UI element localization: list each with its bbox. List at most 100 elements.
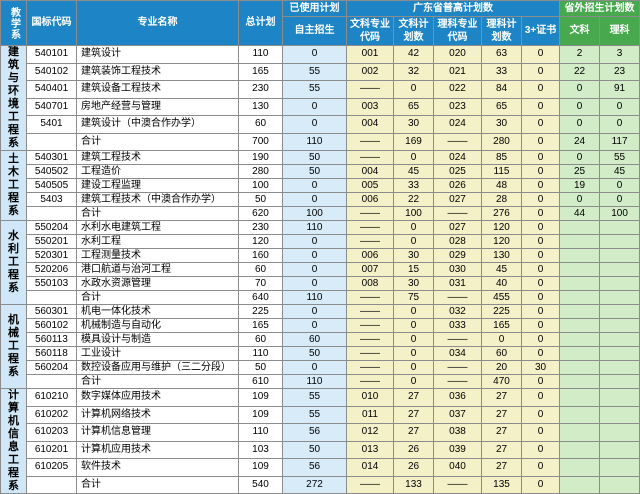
cell-self: 0 bbox=[282, 115, 347, 134]
cell-total: 120 bbox=[238, 234, 283, 249]
cell-self: 50 bbox=[282, 346, 347, 361]
department-name: 建筑与环境工程系 bbox=[0, 45, 27, 151]
cell-major: 水利水电建筑工程 bbox=[76, 220, 239, 235]
cell-scode: 023 bbox=[433, 97, 482, 116]
cell-cert: 0 bbox=[520, 97, 561, 116]
subtotal-row: 合计 610 110 —— 0 —— 470 0 bbox=[1, 374, 640, 389]
cell-acount: 45 bbox=[393, 164, 434, 179]
cell-oa: 2 bbox=[559, 45, 601, 64]
cell-scount: 28 bbox=[481, 192, 522, 207]
cell-self: 0 bbox=[282, 178, 347, 193]
cell-scount: 30 bbox=[481, 115, 522, 134]
cell-scode: 027 bbox=[433, 220, 482, 235]
cell-major: 模具设计与制造 bbox=[76, 332, 239, 347]
cell-code: 540505 bbox=[26, 178, 77, 193]
cell-scount: 120 bbox=[481, 234, 522, 249]
cell-acode: 006 bbox=[346, 192, 394, 207]
cell-total: 640 bbox=[238, 290, 283, 305]
cell-total: 110 bbox=[238, 45, 283, 64]
cell-acount: 33 bbox=[393, 178, 434, 193]
cell-os bbox=[599, 440, 640, 459]
cell-acode: 014 bbox=[346, 458, 394, 477]
cell-scode: —— bbox=[433, 360, 482, 375]
cell-acount: 0 bbox=[393, 332, 434, 347]
cell-acode: —— bbox=[346, 360, 394, 375]
cell-oa: 19 bbox=[559, 178, 601, 193]
cell-acount: 0 bbox=[393, 234, 434, 249]
cell-code: 550201 bbox=[26, 234, 77, 249]
cell-self: 0 bbox=[282, 234, 347, 249]
cell-os: 0 bbox=[599, 97, 640, 116]
cell-self: 110 bbox=[282, 220, 347, 235]
cell-major: 计算机应用技术 bbox=[76, 440, 239, 459]
cell-oa bbox=[559, 290, 601, 305]
cell-acount: 100 bbox=[393, 206, 434, 221]
cell-oa: 0 bbox=[559, 150, 601, 165]
table-row: 5403 建筑工程技术（中澳合作办学） 50 0 006 22 027 28 0 0 0 bbox=[1, 192, 640, 207]
cell-scount: 120 bbox=[481, 220, 522, 235]
cell-total: 160 bbox=[238, 248, 283, 263]
cell-self: 0 bbox=[282, 262, 347, 277]
cell-acount: 0 bbox=[393, 318, 434, 333]
cell-code: 560113 bbox=[26, 332, 77, 347]
cell-os bbox=[599, 262, 640, 277]
cell-acode: —— bbox=[346, 304, 394, 319]
cell-scount: 27 bbox=[481, 405, 522, 424]
table-row: 550103 水政水资源管理 70 0 008 30 031 40 0 bbox=[1, 276, 640, 291]
cell-cert: 0 bbox=[520, 178, 561, 193]
cell-major: 合计 bbox=[76, 206, 239, 221]
cell-self: 0 bbox=[282, 45, 347, 64]
cell-major: 数字媒体应用技术 bbox=[76, 388, 239, 407]
self-enroll-header: 自主招生 bbox=[282, 16, 347, 46]
cell-total: 165 bbox=[238, 318, 283, 333]
cell-acode: 003 bbox=[346, 97, 394, 116]
cell-total: 110 bbox=[238, 346, 283, 361]
cell-scode: 021 bbox=[433, 62, 482, 81]
cell-acount: 27 bbox=[393, 423, 434, 442]
cell-code: 610202 bbox=[26, 405, 77, 424]
cell-self: 0 bbox=[282, 276, 347, 291]
cell-code bbox=[26, 374, 77, 389]
cell-total: 130 bbox=[238, 97, 283, 116]
cell-scode: 030 bbox=[433, 262, 482, 277]
cell-cert: 0 bbox=[520, 248, 561, 263]
cell-major: 工程测量技术 bbox=[76, 248, 239, 263]
cell-self: 55 bbox=[282, 405, 347, 424]
cell-os bbox=[599, 304, 640, 319]
table-row: 560118 工业设计 110 50 —— 0 034 60 0 bbox=[1, 346, 640, 361]
cell-scount: 33 bbox=[481, 62, 522, 81]
cell-scode: 033 bbox=[433, 318, 482, 333]
cell-scount: 225 bbox=[481, 304, 522, 319]
cell-total: 109 bbox=[238, 388, 283, 407]
cell-acode: —— bbox=[346, 80, 394, 99]
cell-code: 540101 bbox=[26, 45, 77, 64]
cell-oa: 0 bbox=[559, 80, 601, 99]
cell-self: 0 bbox=[282, 360, 347, 375]
cell-acount: 75 bbox=[393, 290, 434, 305]
cell-oa: 0 bbox=[559, 115, 601, 134]
table-row: 水利工程系 550204 水利水电建筑工程 230 110 —— 0 027 120 0 bbox=[0, 220, 640, 305]
cell-major: 机电一体化技术 bbox=[76, 304, 239, 319]
cell-cert: 0 bbox=[520, 164, 561, 179]
table-row: 560102 机械制造与自动化 165 0 —— 0 033 165 0 bbox=[1, 318, 640, 333]
cell-os: 91 bbox=[599, 80, 640, 99]
cell-acode: 004 bbox=[346, 164, 394, 179]
cell-scode: —— bbox=[433, 206, 482, 221]
cell-acount: 26 bbox=[393, 440, 434, 459]
cell-scount: 40 bbox=[481, 276, 522, 291]
cell-os bbox=[599, 458, 640, 477]
department-name: 机械工程系 bbox=[0, 304, 27, 389]
cell-self: 50 bbox=[282, 150, 347, 165]
cert-header: 3+证书 bbox=[520, 16, 561, 46]
table-row: 计算机信息工程系 610210 数字媒体应用技术 109 55 010 27 036 27 0 bbox=[0, 388, 640, 494]
cell-code: 520301 bbox=[26, 248, 77, 263]
cell-oa bbox=[559, 332, 601, 347]
cell-cert: 0 bbox=[520, 405, 561, 424]
table-body: 建筑与环境工程系 540101 建筑设计 110 0 001 42 020 63 0 2 3 54010… bbox=[0, 45, 640, 494]
cell-scode: —— bbox=[433, 332, 482, 347]
cell-code: 560118 bbox=[26, 346, 77, 361]
cell-acode: 002 bbox=[346, 62, 394, 81]
subtotal-row: 合计 640 110 —— 75 —— 455 0 bbox=[1, 290, 640, 305]
cell-code: 610203 bbox=[26, 423, 77, 442]
cell-oa bbox=[559, 220, 601, 235]
